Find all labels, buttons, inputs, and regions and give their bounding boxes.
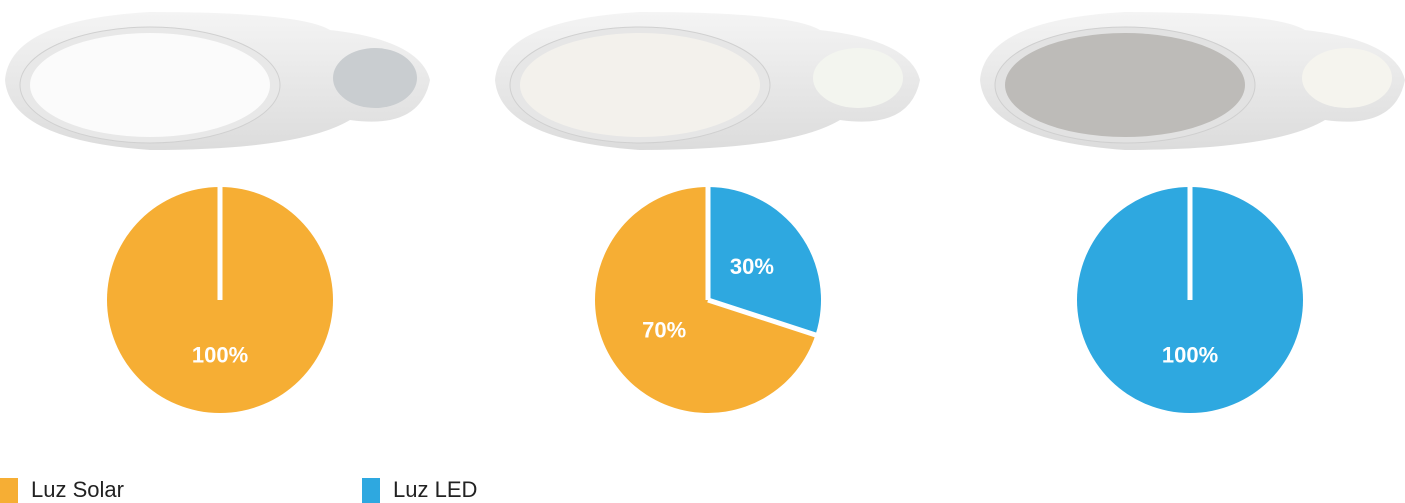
slice-separator [707,297,818,338]
pie-slice [708,187,821,335]
pies: 100% 30% 70% 100% [107,186,1303,414]
legend: Luz Solar Luz LED [0,477,477,503]
data-label: 100% [1162,342,1218,367]
data-label: 30% [730,254,774,279]
legend-label: Luz Solar [31,477,124,502]
data-label: 100% [192,342,248,367]
legend-swatch [362,478,380,503]
legend-label: Luz LED [393,477,477,502]
lamp-images [5,12,1405,150]
pie-slice [595,187,816,414]
legend-swatch [0,478,18,503]
data-label: 70% [642,318,686,343]
